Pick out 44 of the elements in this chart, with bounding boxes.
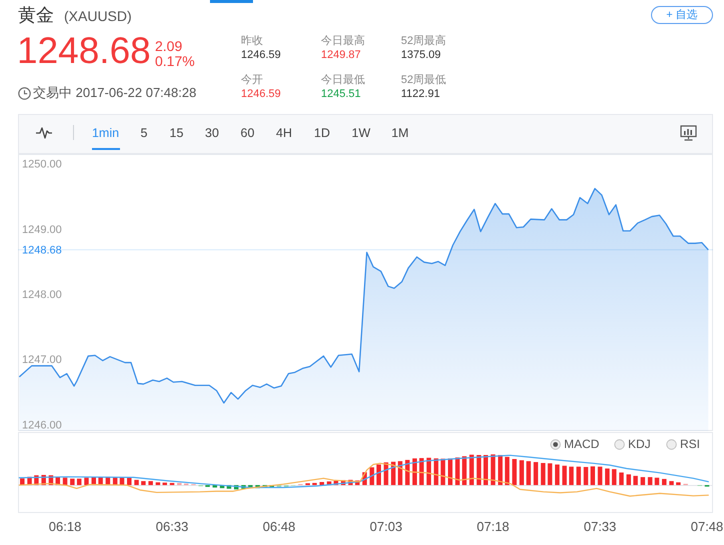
- text: 0.17%: [155, 52, 195, 69]
- text: 52周最低: [401, 74, 446, 86]
- text: 交易中 2017-06-22 07:48:28: [33, 85, 196, 100]
- text: 5: [140, 126, 148, 140]
- x-tick-label: 07:03: [370, 519, 402, 534]
- text: 今开: [241, 74, 263, 86]
- text: 1min: [92, 126, 120, 140]
- text: 1122.91: [401, 88, 440, 100]
- x-tick-label: 07:18: [476, 519, 510, 534]
- x-tick-label: 06:48: [262, 519, 296, 534]
- x-tick-label: 06:18: [48, 519, 82, 534]
- y-tick-label: 1249.00: [22, 224, 62, 236]
- x-tick-label: 07:48: [690, 519, 724, 534]
- y-tick-label: 1246.00: [22, 419, 62, 432]
- x-tick-label: 06:33: [156, 519, 188, 534]
- text: MACD: [564, 436, 600, 451]
- text: KDJ: [628, 436, 651, 451]
- text: 今日最高: [321, 34, 365, 47]
- y-tick-label: 1248.00: [22, 289, 62, 302]
- text: (XAUUSD): [64, 8, 132, 24]
- text: 1W: [352, 126, 370, 140]
- text: 2.09: [155, 38, 182, 54]
- y-tick-label: 1247.00: [22, 354, 62, 366]
- add-button: + 自选: [651, 6, 713, 24]
- y-tick-label: 1250.00: [22, 158, 62, 171]
- text: 1D: [314, 126, 330, 140]
- text: 昨收: [241, 34, 263, 47]
- text: 1M: [391, 126, 409, 140]
- text: 1246.59: [241, 49, 281, 62]
- text: 黄金: [18, 5, 54, 26]
- text: 52周最高: [401, 34, 446, 47]
- text: 1245.51: [321, 88, 361, 100]
- x-tick-label: 07:33: [584, 519, 616, 534]
- text: 1248.68: [17, 30, 151, 71]
- text: 60: [240, 126, 254, 140]
- text: RSI: [680, 436, 700, 451]
- text: 30: [205, 126, 219, 140]
- text: 4H: [276, 126, 292, 140]
- text: 今日最低: [321, 74, 365, 86]
- text: 1375.09: [401, 49, 441, 62]
- text: 1246.59: [241, 88, 281, 100]
- ref-line-label: 1248.68: [22, 244, 62, 257]
- text: 1249.87: [321, 49, 361, 62]
- text: 15: [170, 126, 184, 140]
